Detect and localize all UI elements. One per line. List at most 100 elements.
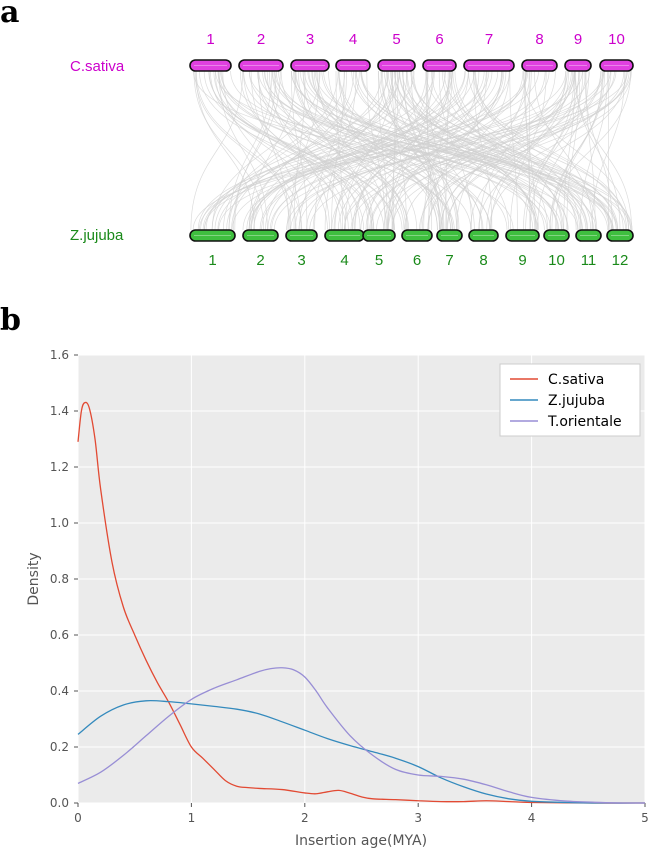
synteny-link [555,70,603,231]
synteny-link [584,70,613,231]
chromosome-number: 5 [375,252,383,269]
chromosome-number: 10 [608,31,625,48]
y-tick-label: 0.0 [50,796,69,810]
synteny-link [369,70,568,231]
synteny-link [450,70,548,231]
chromosome-bar [468,229,499,242]
synteny-link [243,70,472,231]
synteny-link [215,70,614,231]
y-tick-label: 1.0 [50,516,69,530]
synteny-link [421,70,510,231]
synteny-link [198,70,583,231]
chromosome-bar [238,59,284,72]
synteny-link [228,70,273,231]
chromosome-number: 12 [612,252,629,269]
chromosome-number: 8 [479,252,487,269]
density-series [77,401,646,804]
chromosome-bar [606,229,634,242]
y-axis-label: Density [26,552,42,605]
synteny-link [211,70,321,231]
synteny-link [295,70,490,231]
chromosome-bar [377,59,416,72]
synteny-link [312,70,427,231]
synteny-link [426,70,430,231]
panel-a-letter: a [0,0,19,30]
synteny-link [387,70,576,231]
synteny-link [335,70,343,231]
panel-b-density-chart: b 0 1 2 3 4 5 0.0 0.2 0.4 0.6 0.8 1.0 1.2 1.4 1.6 Inse… [0,303,649,849]
synteny-link [427,70,602,231]
legend: C.sativa Z.jujuba T.orientale [499,363,641,437]
synteny-link [425,70,617,231]
y-tick-label: 1.6 [50,348,69,362]
synteny-link [456,70,526,231]
legend-label: C.sativa [548,372,604,388]
synteny-link [428,70,556,231]
x-tick-label: 5 [641,811,649,825]
chromosome-number: 3 [306,31,314,48]
synteny-link [361,70,583,231]
synteny-link [234,70,277,231]
synteny-link [214,70,415,231]
synteny-link [438,70,473,231]
synteny-link [391,70,625,231]
synteny-link [298,70,374,231]
chromosome-number: 2 [257,31,265,48]
synteny-link [386,70,442,231]
synteny-link [202,70,539,231]
synteny-link [321,70,559,231]
synteny-link [425,70,433,231]
y-tick-label: 1.4 [50,404,69,418]
chromosome-number: 6 [413,252,421,269]
chromosome-number: 9 [574,31,582,48]
y-tick-label: 0.6 [50,628,69,642]
synteny-link [585,70,596,231]
synteny-link [566,70,581,231]
bottom-chromosomes: 1 2 3 4 5 6 7 8 9 10 11 12 [189,229,634,269]
chromosome-number: 2 [256,252,264,269]
synteny-link [271,70,562,231]
synteny-link [549,70,606,231]
synteny-link [580,70,608,231]
chromosome-bar [422,59,457,72]
x-tick-label: 3 [414,811,422,825]
series-line-t-orientale [77,667,646,804]
synteny-link [522,70,630,231]
chromosome-bar [189,59,232,72]
synteny-link [251,70,355,231]
chromosome-bar [463,59,515,72]
chromosome-number: 8 [535,31,543,48]
synteny-link [294,70,545,231]
synteny-link [398,70,568,231]
x-tick-label: 4 [528,811,536,825]
synteny-link [447,70,587,231]
y-tick-label: 0.4 [50,684,69,698]
synteny-link [472,70,627,231]
synteny-link [314,70,633,231]
chromosome-number: 10 [548,252,565,269]
genome-label-top: C.sativa [70,58,125,75]
chromosome-number: 4 [349,31,357,48]
synteny-link [307,70,612,231]
synteny-link [203,70,611,231]
chromosome-number: 3 [297,252,305,269]
synteny-link [537,70,590,231]
synteny-link [311,70,484,231]
synteny-link [405,70,510,231]
synteny-link [430,70,592,231]
chromosome-number: 4 [340,252,348,269]
synteny-link [402,70,440,231]
chromosome-bar [599,59,634,72]
genome-label-bottom: Z.jujuba [70,227,124,244]
chromosome-bar [290,59,330,72]
synteny-link [489,70,627,231]
synteny-link [195,70,255,231]
synteny-link [218,70,268,231]
synteny-link [324,70,357,231]
synteny-link [404,70,575,231]
y-tick-label: 1.2 [50,460,69,474]
x-tick-label: 1 [188,811,196,825]
synteny-link [261,70,510,231]
synteny-link [214,70,328,231]
synteny-link [366,70,386,231]
